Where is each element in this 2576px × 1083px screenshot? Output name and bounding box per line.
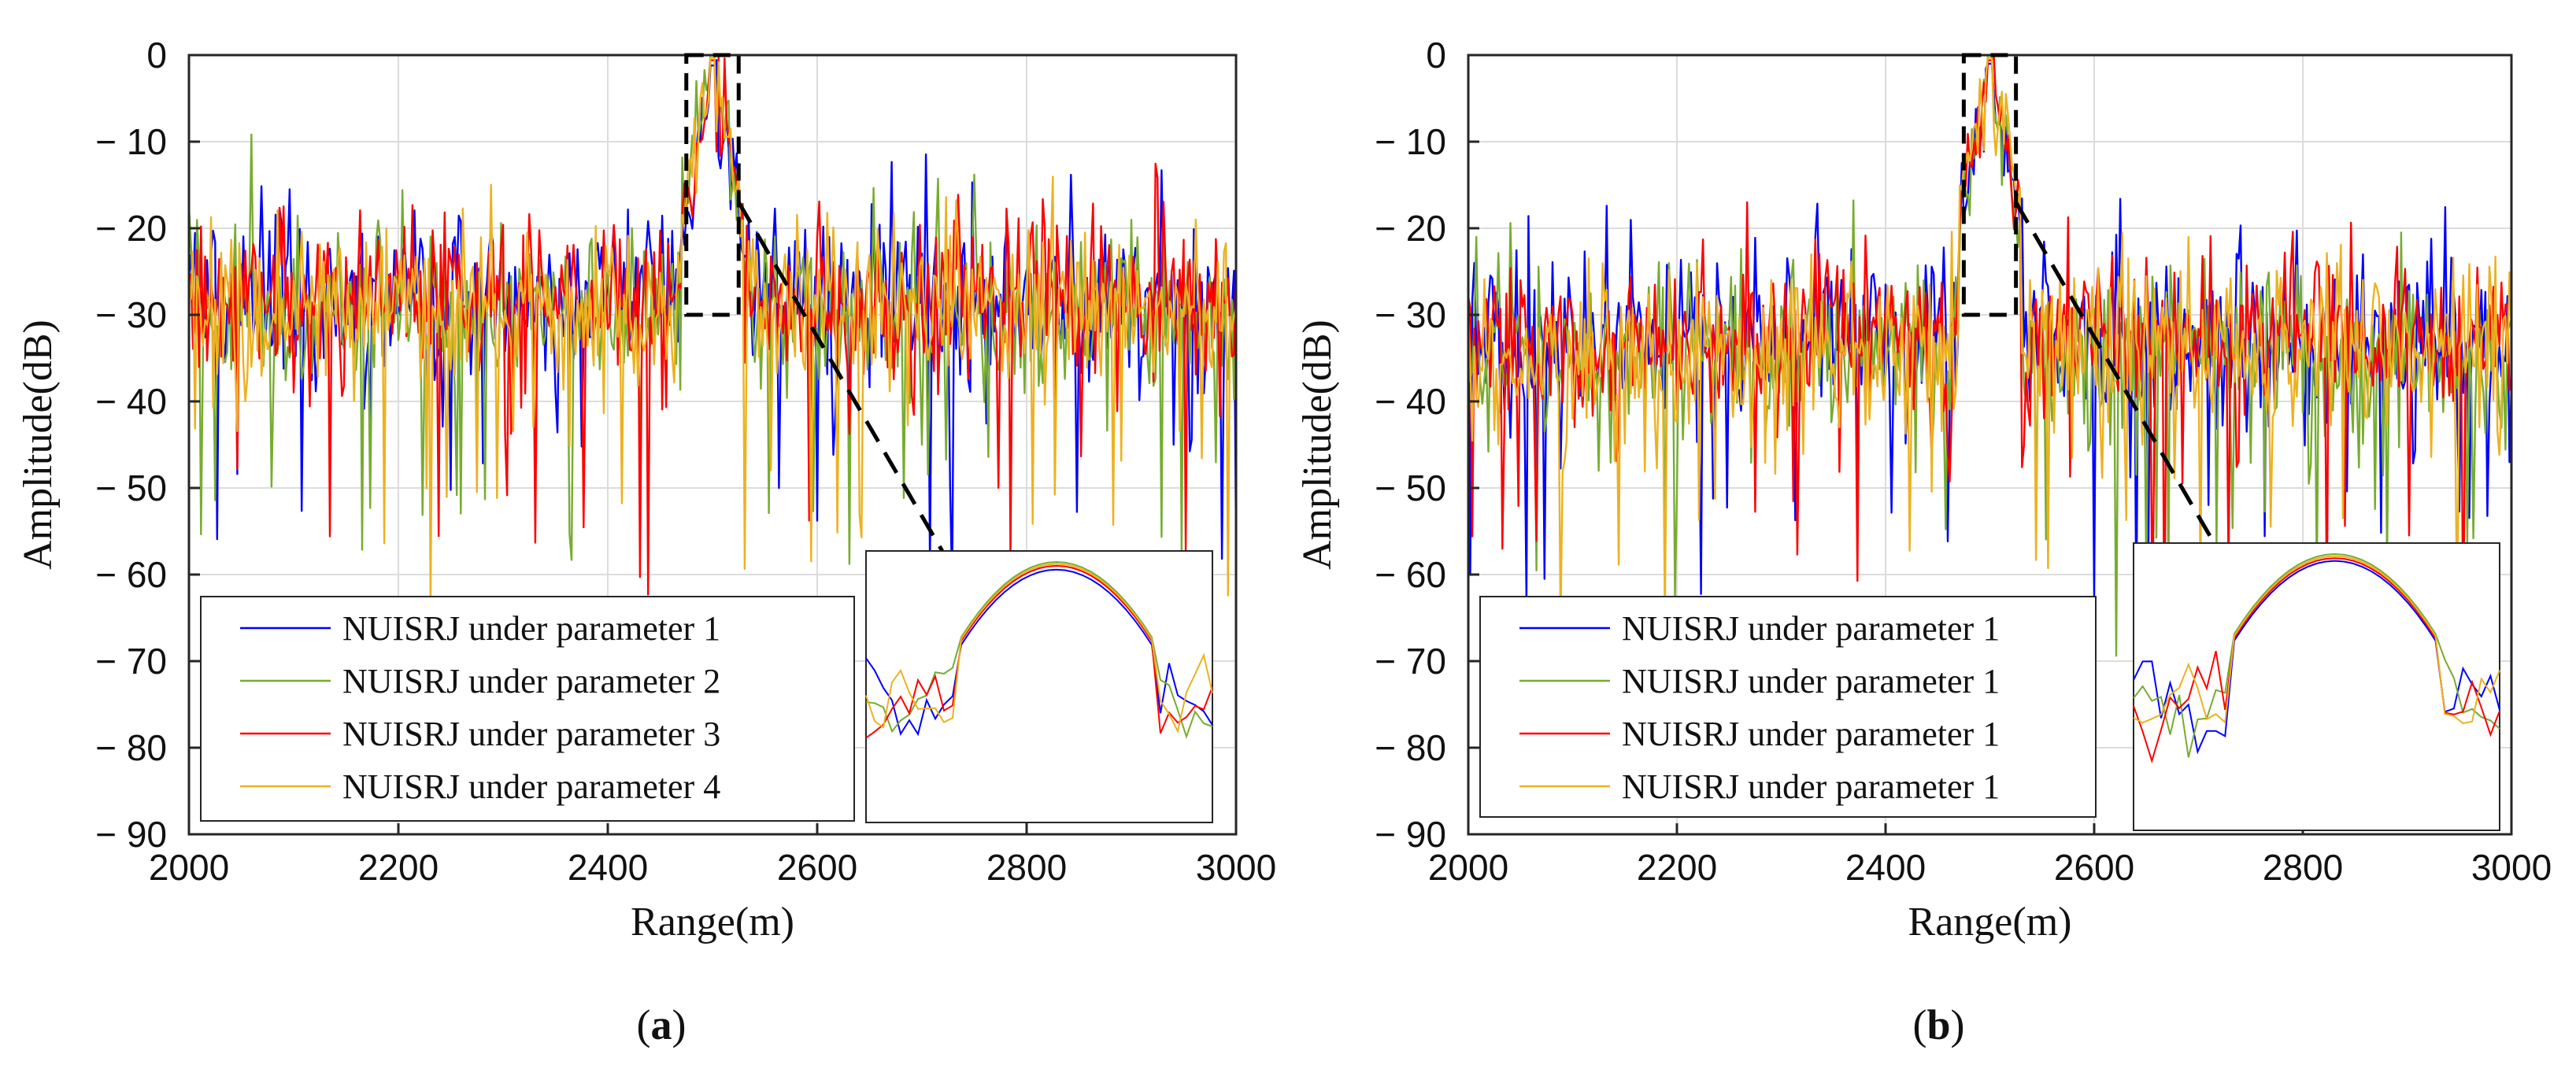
chart-panel-b: 2000 2200 2400 2600 2800 3000 0 − 10 − 20 − 30 − 4… xyxy=(1295,35,2552,1048)
series-line-4 xyxy=(187,57,1238,612)
y-tick-label: − 40 xyxy=(1375,381,1446,422)
y-tick-label: − 20 xyxy=(95,208,167,249)
legend-entry-1: NUISRJ under parameter 1 xyxy=(342,609,720,648)
x-tick-label: 2800 xyxy=(986,847,1067,888)
x-tick-label: 3000 xyxy=(1196,847,1276,888)
legend-entry-2: NUISRJ under parameter 1 xyxy=(1622,662,2000,700)
y-tick-label: − 20 xyxy=(1375,208,1446,249)
y-tick-label: − 30 xyxy=(1375,294,1446,335)
x-axis-label: Range(m) xyxy=(631,900,794,944)
x-tick-label: 2800 xyxy=(2263,847,2343,888)
zoom-inset-line-3 xyxy=(865,564,1213,739)
y-tick-label: − 50 xyxy=(1375,468,1446,508)
axes-frame xyxy=(1467,54,2513,836)
x-tick-label: 2600 xyxy=(777,847,857,888)
series-lines xyxy=(1467,54,2513,657)
y-tick-label: − 10 xyxy=(95,121,167,162)
y-tick-label: − 30 xyxy=(95,294,167,335)
zoom-inset-line-2 xyxy=(865,560,1213,740)
panel-label: (b) xyxy=(1912,1001,1964,1048)
zoom-region-box xyxy=(1961,53,2019,317)
zoom-region-box xyxy=(684,53,741,317)
y-axis-label: Amplitude(dB) xyxy=(1295,320,1340,570)
y-tick-label: − 50 xyxy=(95,468,167,508)
x-tick-label: 2400 xyxy=(1845,847,1926,888)
legend: NUISRJ under parameter 1 NUISRJ under par… xyxy=(200,596,855,822)
y-tick-label: 0 xyxy=(1426,35,1446,76)
y-tick-label: 0 xyxy=(146,35,167,76)
y-tick-label: − 70 xyxy=(95,641,167,682)
panel-label: (a) xyxy=(637,1001,687,1048)
legend: NUISRJ under parameter 1 NUISRJ under par… xyxy=(1479,596,2097,818)
zoom-inset-lines xyxy=(865,560,1213,740)
x-tick-label: 2200 xyxy=(1637,847,1717,888)
legend-entry-2: NUISRJ under parameter 2 xyxy=(342,662,720,700)
zoom-inset-lines xyxy=(2133,553,2500,764)
x-tick-label: 2000 xyxy=(149,847,229,888)
x-tick-label: 2600 xyxy=(2054,847,2134,888)
axes-frame xyxy=(187,54,1238,836)
zoom-inset-line-4 xyxy=(865,563,1213,734)
legend-entry-3: NUISRJ under parameter 1 xyxy=(1622,715,2000,753)
zoom-inset-line-2 xyxy=(2133,553,2500,758)
x-tick-label: 2200 xyxy=(358,847,439,888)
zoom-inset-frame xyxy=(2133,542,2500,831)
y-tick-label: − 80 xyxy=(1375,727,1446,768)
y-axis-label: Amplitude(dB) xyxy=(16,320,61,570)
y-tick-label: − 40 xyxy=(95,381,167,422)
legend-entry-1: NUISRJ under parameter 1 xyxy=(1622,609,2000,648)
zoom-connector-line xyxy=(2014,201,2216,545)
legend-entry-3: NUISRJ under parameter 3 xyxy=(342,715,720,753)
legend-entry-4: NUISRJ under parameter 1 xyxy=(1622,767,2000,806)
legend-box xyxy=(1479,596,2097,818)
legend-box xyxy=(200,596,855,822)
y-tick-label: − 90 xyxy=(1375,814,1446,855)
chart-panel-a: 2000 2200 2400 2600 2800 3000 0 − 10 − 20 − 30 − 4… xyxy=(16,35,1276,1048)
y-tick-label: − 70 xyxy=(1375,641,1446,682)
x-tick-label: 2400 xyxy=(568,847,648,888)
x-axis-label: Range(m) xyxy=(1908,900,2072,944)
legend-entry-4: NUISRJ under parameter 4 xyxy=(342,767,720,806)
y-tick-label: − 10 xyxy=(1375,121,1446,162)
y-tick-label: − 60 xyxy=(95,554,167,595)
x-tick-label: 2000 xyxy=(1428,847,1508,888)
y-tick-label: − 80 xyxy=(95,727,167,768)
zoom-connector-line xyxy=(737,201,944,553)
series-line-4 xyxy=(1467,57,2513,634)
zoom-inset-line-4 xyxy=(2133,555,2500,725)
y-tick-label: − 90 xyxy=(95,814,167,855)
y-tick-label: − 60 xyxy=(1375,554,1446,595)
zoom-inset-frame xyxy=(865,550,1213,823)
x-tick-label: 3000 xyxy=(2471,847,2552,888)
